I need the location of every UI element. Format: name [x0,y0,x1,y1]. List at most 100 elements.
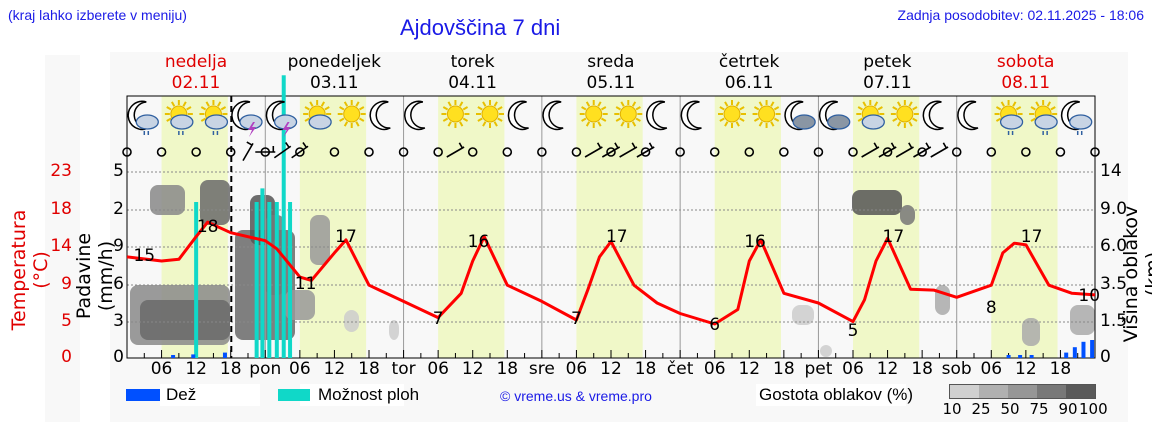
cloud-height-tick: 3.5 [1100,274,1128,294]
daytime-band [853,96,920,358]
density-swatch [1066,385,1095,398]
day-header-02.11: nedelja 02.11 [127,52,265,94]
day-date: 04.11 [448,73,497,93]
rain-bar [1064,352,1069,358]
moon-cloud-rain-icon [127,100,159,135]
calm-wind-icon [329,147,340,157]
cloud-density-area [150,185,185,215]
density-swatch [950,385,979,398]
moon-icon [507,100,529,131]
credit-link[interactable]: © vreme.us & vreme.pro [500,388,652,404]
calm-wind-icon [848,147,858,157]
daytime-band [576,96,643,358]
moon-icon [369,100,391,131]
temperature-extreme-label: 17 [606,227,628,247]
cloud-density-area [344,310,359,332]
precip-tick: 0 [113,347,124,367]
sun-icon [337,100,366,128]
x-tick: 12 [600,359,622,379]
calm-wind-icon [1055,147,1066,157]
x-tick: 12 [1015,359,1037,379]
temperature-extreme-label: 15 [133,246,155,266]
moon-icon [542,100,564,131]
density-tick: 100 [1079,400,1108,418]
calm-wind-icon [1090,147,1100,157]
calm-wind-icon [364,147,374,157]
cloud-density-area [285,290,315,320]
day-date: 07.11 [863,73,912,93]
x-tick: 12 [738,359,761,379]
sun-icon [579,100,608,128]
shower-bar [274,202,279,358]
calm-wind-icon [156,147,167,157]
calm-wind-icon [502,147,513,157]
temperature-tick: 5 [61,311,72,331]
sun-icon [476,100,504,128]
x-tick: 18 [1049,359,1072,379]
calm-wind-icon [917,147,927,157]
daytime-band [991,96,1058,358]
x-tick: 18 [219,359,242,379]
wind-barb-icon [242,141,254,162]
sun-icon [718,100,746,128]
calm-wind-icon [433,147,443,157]
day-name: sreda [587,52,635,72]
temperature-extreme-label: 18 [197,217,219,237]
day-date: 05.11 [586,73,636,93]
calm-wind-icon [813,147,824,157]
temperature-extreme-label: 10 [1078,286,1100,306]
density-tick: 25 [971,400,991,418]
calm-wind-icon [640,147,651,157]
temperature-extreme-label: 7 [433,309,444,329]
x-tick: tor [391,359,416,379]
day-date: 06.11 [724,73,774,93]
calm-wind-icon [882,147,893,157]
wind-barb-icon [861,142,880,158]
calm-wind-icon [191,147,201,157]
showers-legend-label: Možnost ploh [318,385,420,404]
shower-bar [194,202,199,358]
rain-legend-label: Dež [166,385,197,404]
sun-icon [752,100,781,128]
day-name: torek [450,52,495,72]
calm-wind-icon [571,147,582,157]
cloud-density-area [1022,318,1040,346]
sun-cloud-icon [303,100,332,130]
x-tick: 06 [980,359,1003,379]
moon-icon [680,100,702,131]
temperature-extreme-label: 11 [295,274,317,294]
moon-icon [922,100,944,131]
calm-wind-icon [122,147,132,157]
precip-tick: 2 [113,199,124,219]
density-scale-border [949,384,1096,399]
x-tick: 06 [565,359,588,379]
calm-wind-icon [467,147,478,157]
cloud-height-tick: 0 [1100,347,1111,367]
temperature-extreme-label: 17 [335,227,357,247]
temperature-tick: 0 [61,347,72,367]
shower-bar [254,202,259,358]
x-tick: 06 [703,359,726,379]
wind-barb-icon [584,142,603,158]
cloud-density-area [310,215,330,265]
density-tick: 10 [942,400,962,418]
wind-barb-icon [273,142,292,159]
sun-icon [614,100,643,128]
wind-barb-icon [291,142,309,159]
showers-swatch [278,389,310,401]
rain-bar [1072,347,1077,358]
x-tick: 18 [911,359,933,379]
precip-tick: 9 [113,236,124,256]
sun-cloud-rain-icon [199,100,229,135]
showers-legend-bg [300,384,404,406]
x-tick: čet [666,359,694,379]
rain-bar [191,354,196,358]
x-tick: 18 [358,359,380,379]
left-axis-background [45,55,80,422]
day-header-03.11: ponedeljek 03.11 [265,52,403,94]
cloud-density-area [140,300,230,340]
temperature-extreme-label: 6 [709,315,720,335]
precip-tick: 6 [113,274,124,294]
daytime-band [438,96,505,358]
